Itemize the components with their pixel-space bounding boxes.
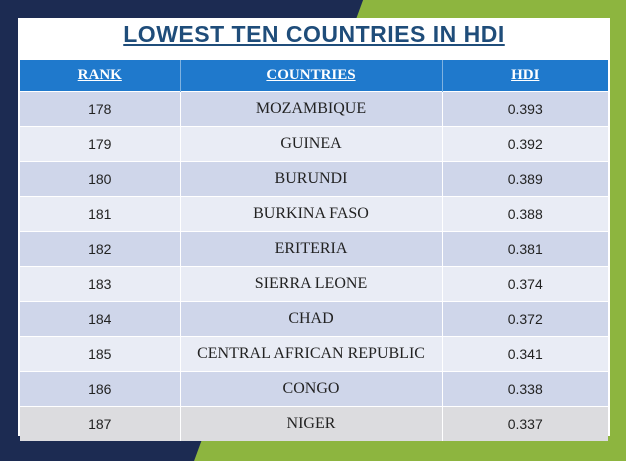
rank-cell: 179 (20, 126, 181, 162)
rank-cell: 183 (20, 266, 181, 302)
hdi-cell: 0.372 (442, 301, 608, 337)
table-row: 187 NIGER 0.337 (20, 406, 608, 441)
rank-cell: 186 (20, 371, 181, 407)
hdi-cell: 0.381 (442, 231, 608, 267)
hdi-cell: 0.393 (442, 91, 608, 127)
hdi-cell: 0.374 (442, 266, 608, 302)
hdi-table: RANK COUNTRIES HDI 178 MOZAMBIQUE 0.393 … (20, 60, 608, 441)
table-row: 184 CHAD 0.372 (20, 301, 608, 337)
country-cell: CENTRAL AFRICAN REPUBLIC (180, 336, 443, 372)
country-cell: ERITERIA (180, 231, 443, 267)
hdi-cell: 0.389 (442, 161, 608, 197)
hdi-cell: 0.388 (442, 196, 608, 232)
country-cell: BURUNDI (180, 161, 443, 197)
rank-cell: 187 (20, 406, 181, 441)
country-cell: BURKINA FASO (180, 196, 443, 232)
country-cell: CHAD (180, 301, 443, 337)
table-row: 186 CONGO 0.338 (20, 371, 608, 407)
table-row: 183 SIERRA LEONE 0.374 (20, 266, 608, 302)
country-cell: GUINEA (180, 126, 443, 162)
rank-cell: 178 (20, 91, 181, 127)
rank-cell: 181 (20, 196, 181, 232)
hdi-cell: 0.392 (442, 126, 608, 162)
table-row: 185 CENTRAL AFRICAN REPUBLIC 0.341 (20, 336, 608, 372)
country-cell: SIERRA LEONE (180, 266, 443, 302)
rank-cell: 185 (20, 336, 181, 372)
country-cell: CONGO (180, 371, 443, 407)
table-row: 181 BURKINA FASO 0.388 (20, 196, 608, 232)
table-row: 182 ERITERIA 0.381 (20, 231, 608, 267)
header-countries: COUNTRIES (180, 60, 443, 92)
hdi-cell: 0.338 (442, 371, 608, 407)
slide-title: LOWEST TEN COUNTRIES IN HDI (123, 21, 505, 47)
header-hdi: HDI (442, 60, 608, 92)
rank-cell: 184 (20, 301, 181, 337)
header-rank: RANK (20, 60, 181, 92)
rank-cell: 182 (20, 231, 181, 267)
rank-cell: 180 (20, 161, 181, 197)
table-header-row: RANK COUNTRIES HDI (20, 60, 608, 92)
table-row: 179 GUINEA 0.392 (20, 126, 608, 162)
table-row: 178 MOZAMBIQUE 0.393 (20, 91, 608, 127)
slide: LOWEST TEN COUNTRIES IN HDI RANK COUNTRI… (18, 18, 610, 441)
hdi-cell: 0.341 (442, 336, 608, 372)
hdi-cell: 0.337 (442, 406, 608, 441)
table-row: 180 BURUNDI 0.389 (20, 161, 608, 197)
country-cell: MOZAMBIQUE (180, 91, 443, 127)
country-cell: NIGER (180, 406, 443, 441)
